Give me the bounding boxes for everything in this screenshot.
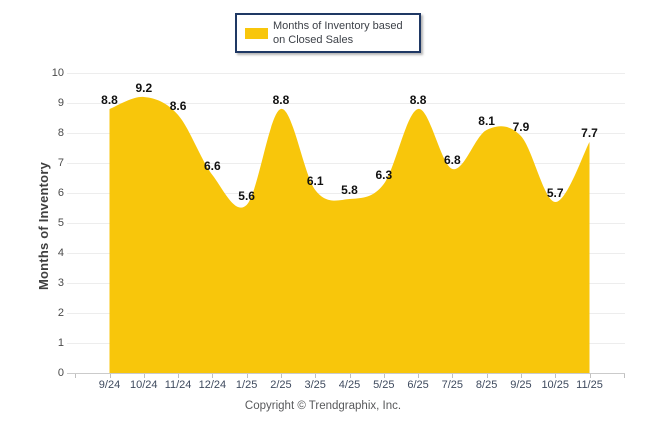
x-tick-mark <box>212 374 213 378</box>
x-tick-mark <box>144 374 145 378</box>
x-tick-label-8/25: 8/25 <box>475 379 498 391</box>
data-label-3/25: 6.1 <box>306 174 324 188</box>
x-tick-mark <box>75 374 76 378</box>
y-tick-label-3: 3 <box>57 277 64 289</box>
y-tick-label-4: 4 <box>57 247 64 259</box>
x-tick-mark <box>418 374 419 378</box>
y-tick-label-1: 1 <box>57 337 64 349</box>
gridline-y8 <box>67 133 625 134</box>
x-tick-mark <box>521 374 522 378</box>
x-tick-label-9/25: 9/25 <box>510 379 532 391</box>
x-tick-mark <box>315 374 316 378</box>
chart-legend: Months of Inventory based on Closed Sale… <box>235 13 421 53</box>
data-label-9/24: 8.8 <box>101 93 118 107</box>
data-label-6/25: 8.8 <box>409 93 427 107</box>
gridline-y9 <box>67 103 625 104</box>
x-tick-mark <box>281 374 282 378</box>
y-tick-label-7: 7 <box>57 157 64 169</box>
data-label-9/25: 7.9 <box>512 120 530 134</box>
legend-label: Months of Inventory based on Closed Sale… <box>273 20 403 46</box>
copyright-text: Copyright © Trendgraphix, Inc. <box>244 400 402 412</box>
legend-swatch <box>245 27 268 39</box>
data-label-8/25: 8.1 <box>478 114 495 128</box>
x-tick-label-11/25: 11/25 <box>576 379 603 391</box>
data-label-10/24: 9.2 <box>135 81 153 95</box>
x-tick-label-1/25: 1/25 <box>235 379 258 391</box>
x-tick-mark <box>452 374 453 378</box>
gridline-y6 <box>67 193 625 194</box>
gridline-y10 <box>67 73 625 74</box>
x-tick-label-6/25: 6/25 <box>407 379 429 391</box>
x-tick-mark <box>110 374 111 378</box>
x-tick-mark <box>384 374 385 378</box>
data-label-10/25: 5.7 <box>546 186 564 200</box>
y-tick-label-6: 6 <box>57 187 64 199</box>
x-tick-mark <box>590 374 591 378</box>
plot-area: 8.8 9.2 8.6 6.6 5.6 8.8 6.1 5.8 6.3 8.8 6.8 8.1 7.9 5… <box>67 73 625 378</box>
y-tick-label-0: 0 <box>57 367 64 379</box>
y-tick-label-2: 2 <box>57 307 64 319</box>
data-label-2/25: 8.8 <box>272 93 290 107</box>
data-label-12/24: 6.6 <box>204 159 221 173</box>
x-tick-mark <box>487 374 488 378</box>
y-tick-label-10: 10 <box>51 67 64 79</box>
x-tick-label-5/25: 5/25 <box>373 379 395 391</box>
inventory-area-series <box>109 96 590 373</box>
x-tick-label-2/25: 2/25 <box>270 379 292 391</box>
x-tick-mark <box>555 374 556 378</box>
x-tick-label-4/25: 4/25 <box>338 379 361 391</box>
x-tick-label-10/25: 10/25 <box>541 379 569 391</box>
y-tick-label-8: 8 <box>57 127 64 139</box>
data-label-7/25: 6.8 <box>444 153 461 167</box>
x-tick-label-12/24: 12/24 <box>198 379 227 391</box>
y-tick-label-5: 5 <box>57 217 64 229</box>
x-tick-label-11/24: 11/24 <box>164 379 192 391</box>
x-tick-mark <box>624 374 625 378</box>
data-label-4/25: 5.8 <box>341 183 358 197</box>
data-label-1/25: 5.6 <box>238 189 255 203</box>
data-label-11/25: 7.7 <box>581 126 598 140</box>
gridline-y7 <box>67 163 625 164</box>
x-axis-line <box>67 373 625 374</box>
x-tick-label-10/24: 10/24 <box>130 379 158 391</box>
data-label-5/25: 6.3 <box>375 168 393 182</box>
x-tick-mark <box>178 374 179 378</box>
area-path <box>109 96 590 373</box>
x-tick-label-3/25: 3/25 <box>304 379 326 391</box>
data-label-11/24: 8.6 <box>169 99 187 113</box>
y-tick-label-9: 9 <box>57 97 64 109</box>
x-tick-label-9/24: 9/24 <box>98 379 121 391</box>
x-tick-mark <box>247 374 248 378</box>
x-tick-mark <box>350 374 351 378</box>
x-tick-label-7/25: 7/25 <box>441 379 464 391</box>
